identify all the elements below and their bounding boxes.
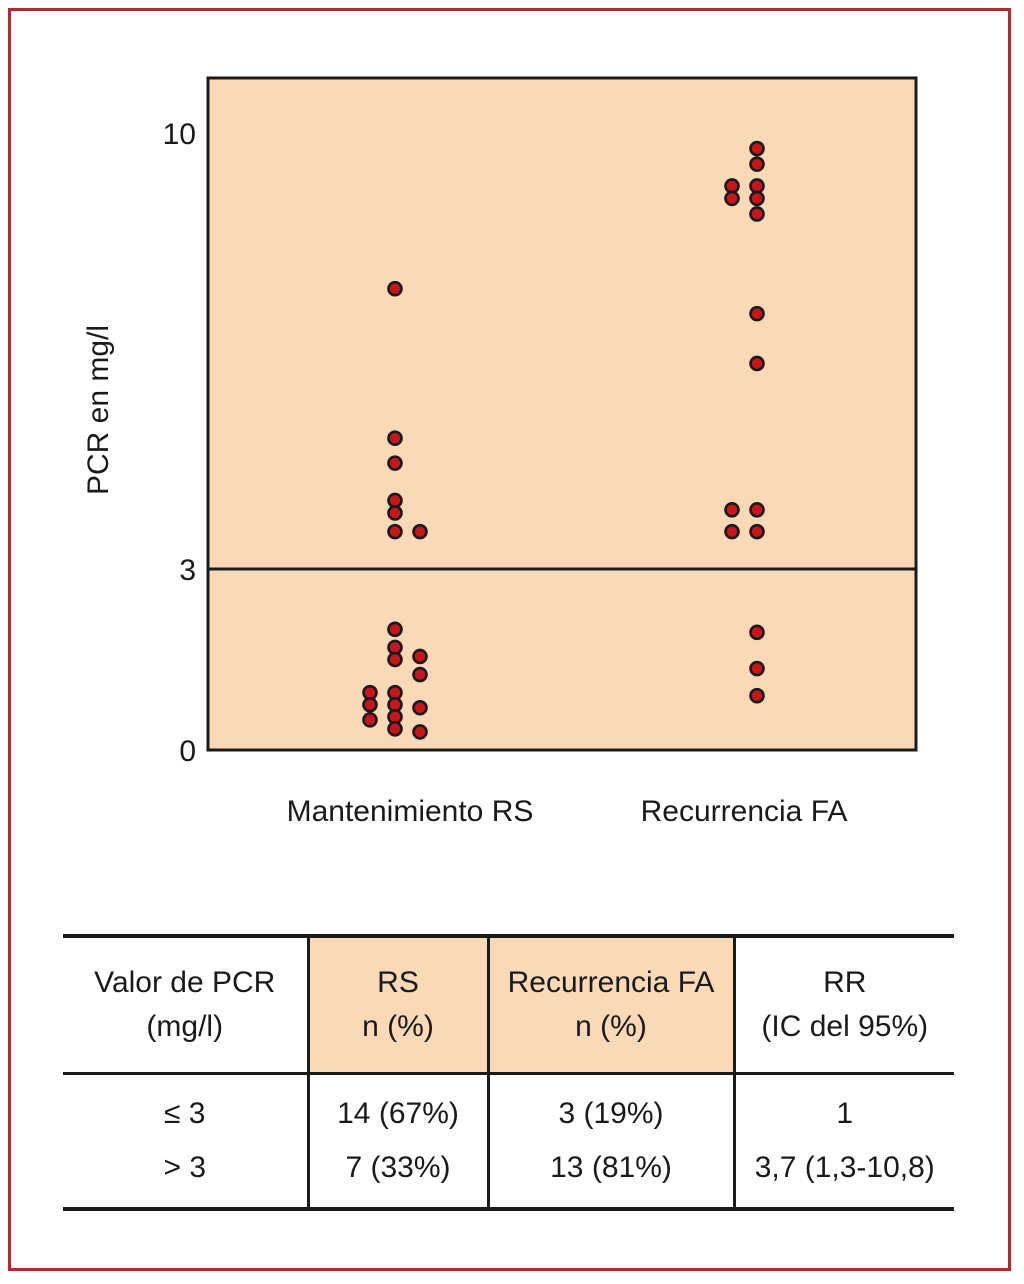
table-header-row: Valor de PCR (mg/l) RS n (%) Recurrencia… xyxy=(63,936,954,1074)
y-axis-ticks: 0 3 10 xyxy=(163,118,196,768)
header-rr: RR (IC del 95%) xyxy=(732,936,954,1074)
data-point xyxy=(387,455,403,471)
data-point xyxy=(749,140,765,157)
data-point xyxy=(412,666,428,683)
data-point xyxy=(749,523,765,540)
data-point xyxy=(387,523,403,540)
data-point xyxy=(387,721,403,737)
y-tick-label: 3 xyxy=(179,554,196,587)
data-point xyxy=(362,696,378,713)
header-rs: RS n (%) xyxy=(306,936,488,1074)
cell-pcr-value: ≤ 3 xyxy=(164,1097,206,1130)
cell-rs: 14 (67%) xyxy=(306,1073,488,1141)
scatter-chart: 0 3 10 Mantenimiento RS Recurrencia FA PCR … xyxy=(82,76,918,828)
table-row: ≤ 3 14 (67%) 3 (19%) 1 xyxy=(63,1073,954,1141)
data-point xyxy=(412,648,428,665)
data-point xyxy=(749,190,765,207)
data-point xyxy=(412,699,428,716)
data-point xyxy=(749,624,765,641)
data-point xyxy=(749,305,765,322)
y-tick-label: 0 xyxy=(179,735,196,768)
data-point xyxy=(387,280,403,297)
y-axis-label: PCR en mg/l xyxy=(82,325,115,495)
data-point xyxy=(749,355,765,372)
cell-rs: 7 (33%) xyxy=(306,1141,488,1209)
data-point xyxy=(387,621,403,638)
figure-frame xyxy=(8,8,1011,1271)
data-point xyxy=(412,724,428,740)
data-point xyxy=(749,178,765,194)
data-point xyxy=(387,505,403,521)
data-points xyxy=(362,140,765,740)
header-valor-pcr: Valor de PCR (mg/l) xyxy=(94,966,276,1043)
cell-rr: 1 xyxy=(732,1073,954,1141)
cell-recurrencia: 3 (19%) xyxy=(486,1073,734,1141)
data-point xyxy=(724,502,740,518)
data-point xyxy=(412,523,428,540)
category-label: Recurrencia FA xyxy=(641,795,848,828)
pcr-summary-table: Valor de PCR (mg/l) RS n (%) Recurrencia… xyxy=(63,934,954,1211)
data-point xyxy=(749,156,765,172)
plot-area xyxy=(206,76,918,752)
header-recurrencia-fa: Recurrencia FA n (%) xyxy=(486,936,734,1074)
data-point xyxy=(749,660,765,677)
data-point xyxy=(387,492,403,509)
data-point xyxy=(749,502,765,518)
y-tick-label: 10 xyxy=(163,118,196,151)
data-point xyxy=(724,190,740,207)
data-point xyxy=(387,651,403,668)
table-row: > 3 7 (33%) 13 (81%) 3,7 (1,3-10,8) xyxy=(63,1141,954,1209)
data-point xyxy=(724,178,740,194)
data-point xyxy=(749,687,765,704)
cell-recurrencia: 13 (81%) xyxy=(486,1141,734,1209)
data-point xyxy=(362,712,378,728)
category-labels: Mantenimiento RS Recurrencia FA xyxy=(287,795,848,828)
cell-pcr-value: > 3 xyxy=(163,1151,207,1184)
data-point xyxy=(749,206,765,222)
cell-rr: 3,7 (1,3-10,8) xyxy=(732,1141,954,1209)
category-label: Mantenimiento RS xyxy=(287,795,534,828)
data-point xyxy=(724,523,740,540)
data-point xyxy=(387,430,403,447)
